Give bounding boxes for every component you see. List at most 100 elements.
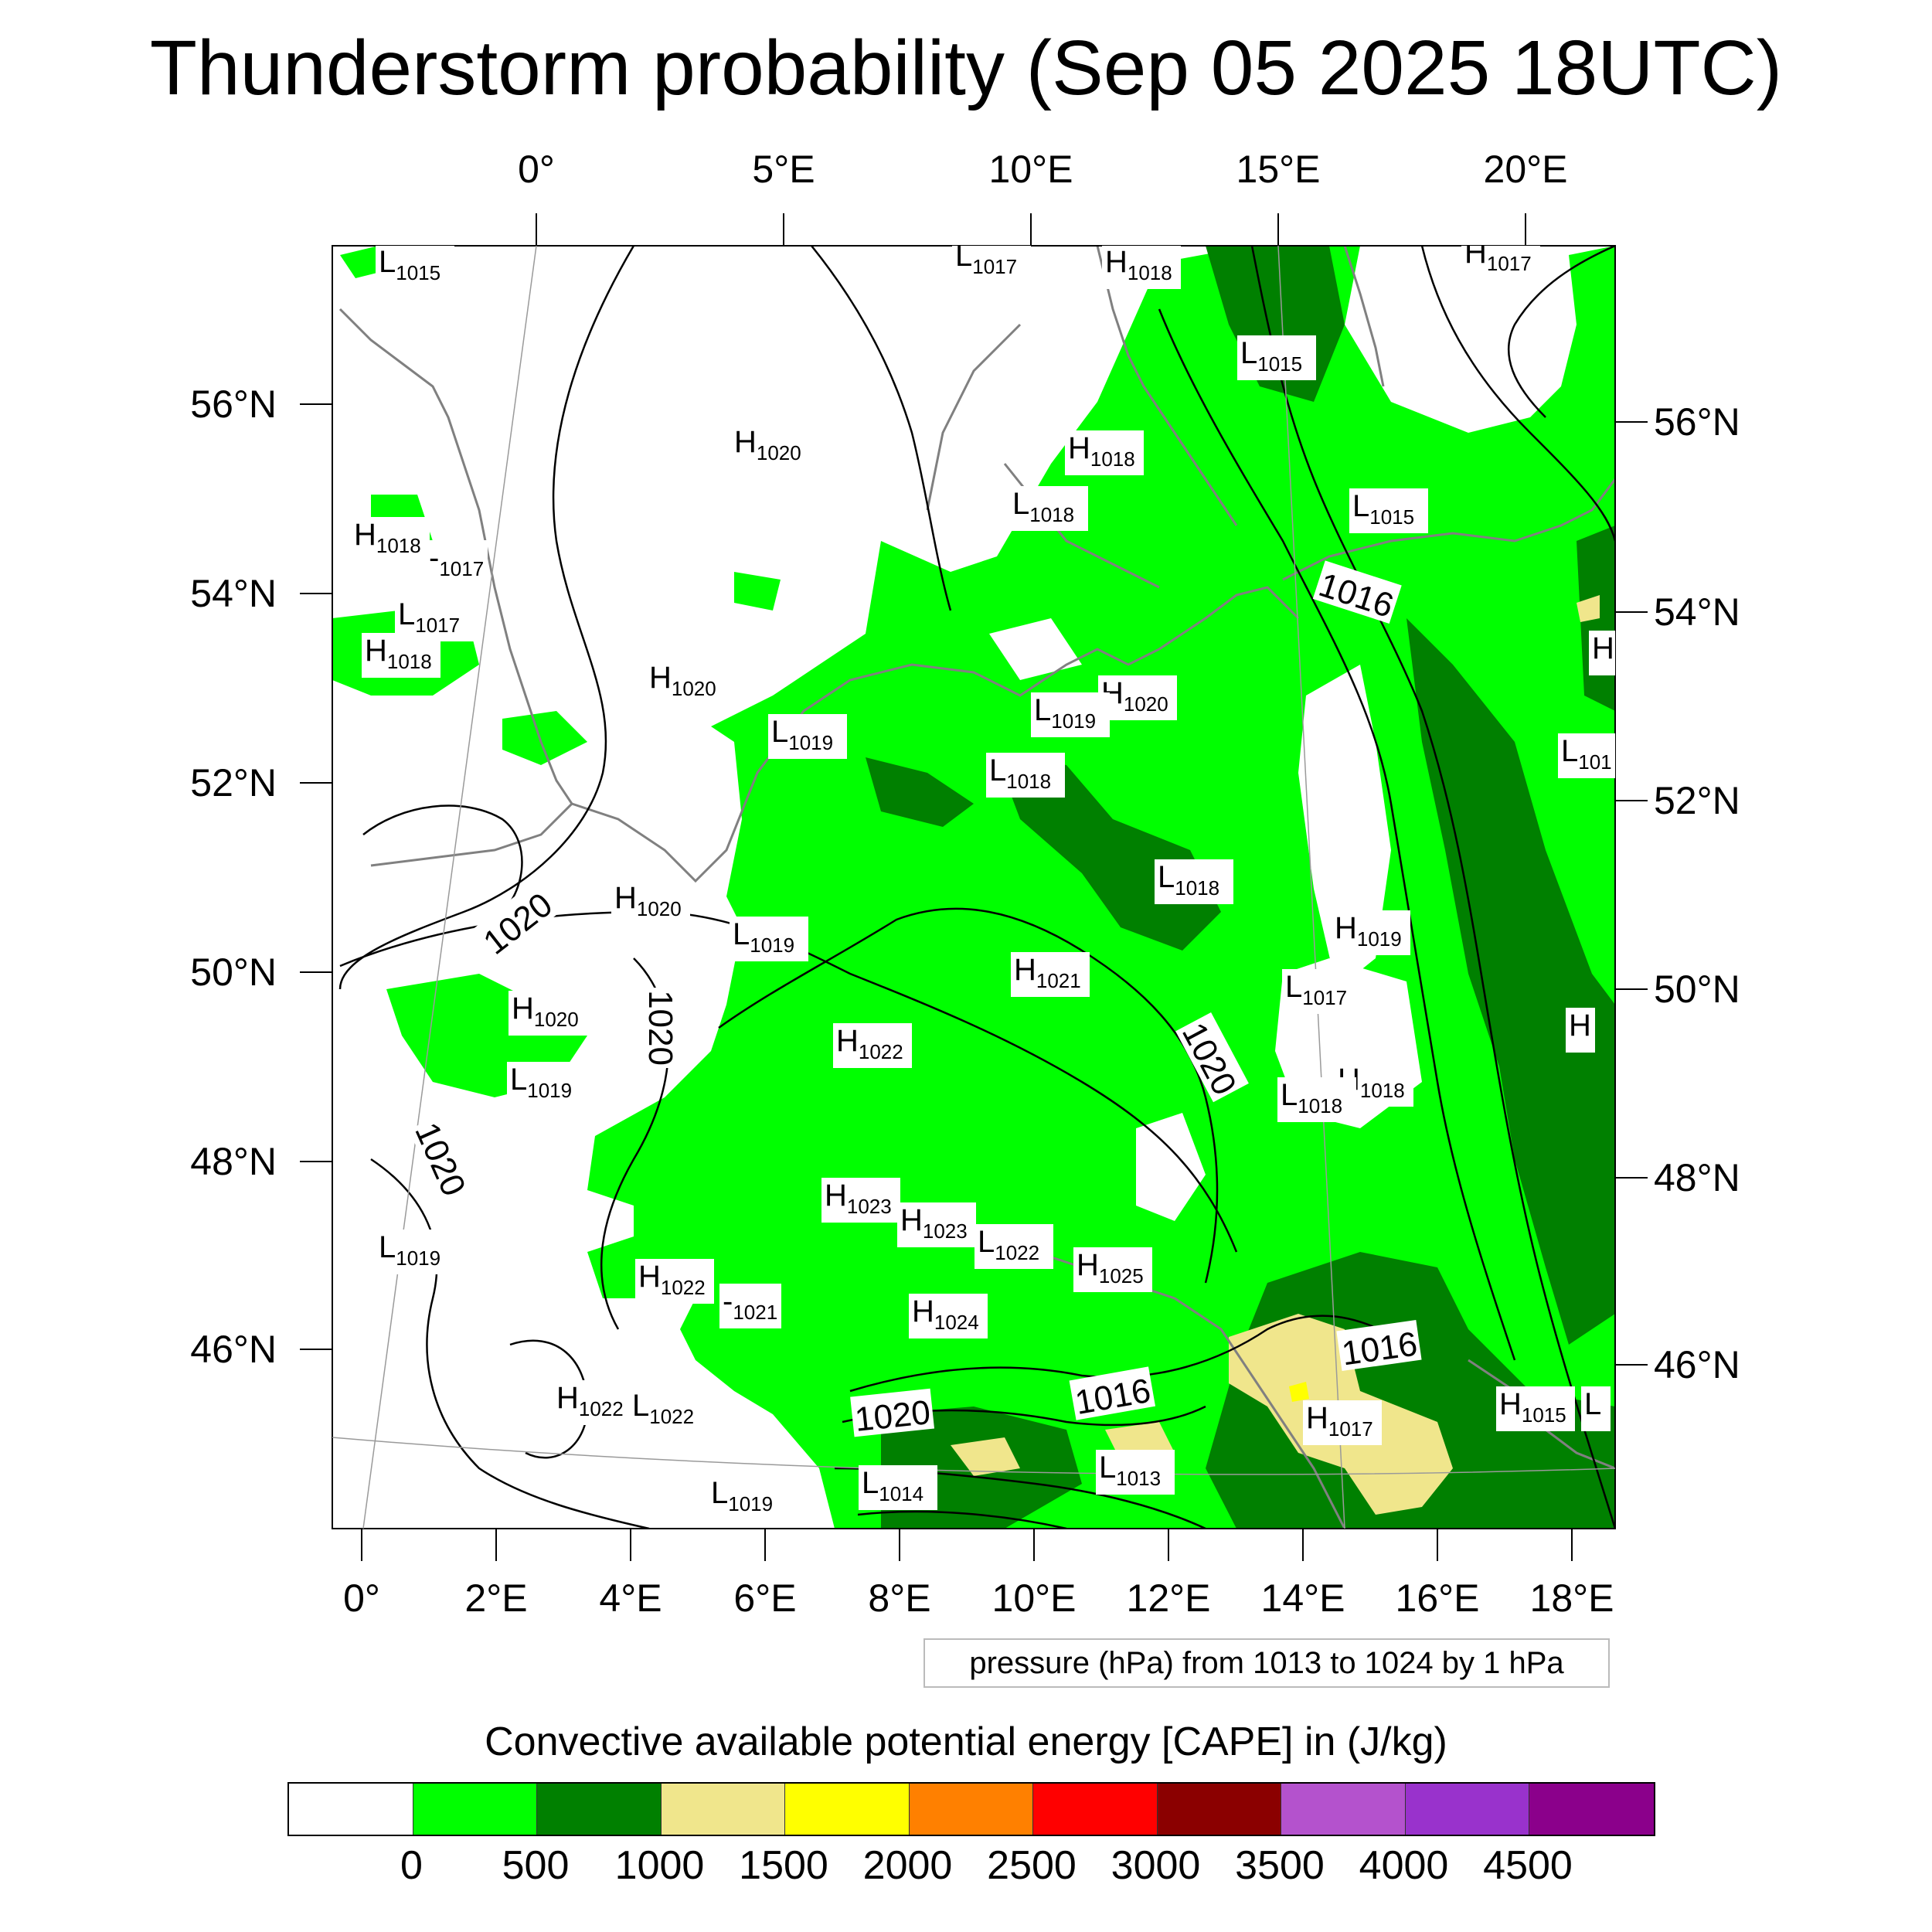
high-pressure-center: H1020 [731, 424, 810, 469]
high-pressure-center: H1022 [833, 1023, 912, 1068]
svg-text:H1022: H1022 [638, 1260, 706, 1299]
svg-text:L1022: L1022 [632, 1389, 694, 1428]
pressure-note: pressure (hPa) from 1013 to 1024 by 1 hP… [923, 1638, 1610, 1688]
right-latitude-labels: 56°N 54°N 52°N 50°N 48°N 46°N [1654, 400, 1740, 1386]
coastline [571, 586, 1300, 883]
cape-area-500-1000 [866, 757, 974, 827]
svg-text:L1014: L1014 [862, 1466, 923, 1505]
high-pressure-center: H1021 [1011, 952, 1090, 997]
graticule-meridian-0 [362, 246, 537, 1529]
low-pressure-center: L1022 [629, 1388, 708, 1433]
svg-text:-1021: -1021 [723, 1284, 777, 1324]
svg-text:H1015: H1015 [1499, 1387, 1566, 1427]
svg-text:L: L [1584, 1387, 1601, 1421]
bottom-lon-label: 8°E [868, 1577, 930, 1620]
map-title: Thunderstorm probability (Sep 05 2025 18… [149, 25, 1783, 111]
svg-text:H1019: H1019 [1335, 911, 1402, 951]
colorbar-label: 0 [400, 1843, 423, 1888]
high-pressure-center: H1020 [611, 880, 690, 925]
top-longitude-labels: 0° 5°E 10°E 15°E 20°E [518, 148, 1567, 191]
svg-text:L101: L101 [1561, 734, 1612, 774]
right-lat-label: 56°N [1654, 400, 1740, 444]
low-pressure-center: L1019 [708, 1475, 787, 1520]
svg-text:H1018: H1018 [1338, 1063, 1405, 1102]
high-pressure-center: H1017 [1461, 246, 1540, 280]
bottom-lon-label: 12°E [1127, 1577, 1211, 1620]
svg-text:L1018: L1018 [989, 753, 1051, 793]
high-pressure-center: H1020 [646, 660, 725, 705]
right-lat-label: 50°N [1654, 968, 1740, 1011]
right-lat-label: 46°N [1654, 1343, 1740, 1386]
cape-area-500-1000 [1406, 618, 1615, 1345]
high-pressure-center: H1023 [897, 1202, 976, 1247]
low-pressure-center: L101 [1558, 733, 1615, 778]
cape-colorbar [287, 1782, 1655, 1836]
svg-text:L1018: L1018 [1158, 860, 1219, 900]
isobar-label: 1020 [641, 988, 684, 1068]
isobar [338, 246, 635, 990]
left-latitude-labels: 56°N 54°N 52°N 50°N 48°N 46°N [190, 383, 277, 1371]
isobar [718, 907, 1219, 1284]
svg-text:H1020: H1020 [614, 881, 682, 920]
svg-text:L1019: L1019 [1034, 693, 1096, 733]
bottom-lon-label: 18°E [1530, 1577, 1614, 1620]
isobar [1250, 246, 1615, 1529]
pressure-center: -1017 [426, 540, 488, 585]
low-pressure-center: L1018 [1277, 1077, 1356, 1122]
svg-text:L1018: L1018 [1012, 487, 1074, 526]
low-pressure-center: L1019 [730, 917, 808, 961]
isobar [1420, 246, 1615, 542]
high-pressure-center: H [1589, 631, 1615, 675]
isobars [338, 246, 1615, 1529]
colorbar-swatch [1157, 1784, 1281, 1835]
colorbar-label: 2000 [862, 1843, 953, 1888]
low-pressure-center: L1019 [768, 714, 847, 759]
coastline [1096, 246, 1238, 526]
svg-text:L1019: L1019 [510, 1063, 572, 1102]
coastline [1282, 478, 1615, 581]
left-lat-label: 54°N [190, 572, 277, 615]
colorbar-label: 1000 [614, 1843, 705, 1888]
bottom-lon-label: 10°E [992, 1577, 1077, 1620]
svg-text:H1020: H1020 [1101, 676, 1168, 716]
svg-text:L1017: L1017 [955, 239, 1017, 278]
colorbar-swatch [413, 1784, 537, 1835]
low-pressure-center: L1018 [1155, 859, 1233, 904]
colorbar-label: 3000 [1111, 1843, 1201, 1888]
coastline [1343, 246, 1385, 387]
colorbar-swatch [289, 1784, 413, 1835]
legend-title: Convective available potential energy [C… [485, 1719, 1447, 1764]
high-pressure-center: H1018 [362, 633, 440, 678]
graticule-meridian-15e [1277, 246, 1345, 1529]
low-pressure-center: L1013 [1096, 1450, 1175, 1495]
high-pressure-center: H1019 [1332, 910, 1410, 955]
svg-text:L1019: L1019 [379, 1230, 440, 1270]
high-pressure-center: H1018 [1335, 1062, 1413, 1107]
svg-text:-1017: -1017 [429, 541, 484, 580]
cape-field [332, 246, 1615, 1529]
svg-text:H1025: H1025 [1077, 1248, 1144, 1287]
top-lon-label: 5°E [752, 148, 815, 191]
bottom-lon-label: 4°E [599, 1577, 662, 1620]
bottom-lon-label: 6°E [733, 1577, 796, 1620]
bottom-longitude-labels: 0° 2°E 4°E 6°E 8°E 10°E 12°E 14°E 16°E 1… [343, 1577, 1614, 1620]
isobar-label: 1016 [1336, 1320, 1422, 1373]
low-pressure-center: L1017 [1282, 969, 1361, 1014]
high-pressure-center: H1020 [509, 991, 587, 1036]
colorbar-label: 500 [502, 1843, 570, 1888]
coastline [926, 323, 1022, 511]
top-lon-label: 15°E [1236, 148, 1321, 191]
colorbar-swatch [1281, 1784, 1406, 1835]
pressure-centers: L1015 L1017 H1018H1017H1020L1015H1018L1018… [351, 239, 1615, 1520]
colorbar-swatch [1529, 1784, 1654, 1835]
svg-text:H1023: H1023 [825, 1179, 892, 1218]
svg-text:L1022: L1022 [978, 1225, 1039, 1264]
left-lat-label: 48°N [190, 1140, 277, 1183]
left-lat-label: 50°N [190, 951, 277, 994]
top-lon-label: 0° [518, 148, 555, 191]
low-pressure-center: L1018 [1009, 486, 1088, 531]
low-pressure-center: L1017 [952, 239, 1031, 283]
high-pressure-center: H1023 [821, 1178, 900, 1223]
high-pressure-center: H1015 [1496, 1386, 1575, 1431]
